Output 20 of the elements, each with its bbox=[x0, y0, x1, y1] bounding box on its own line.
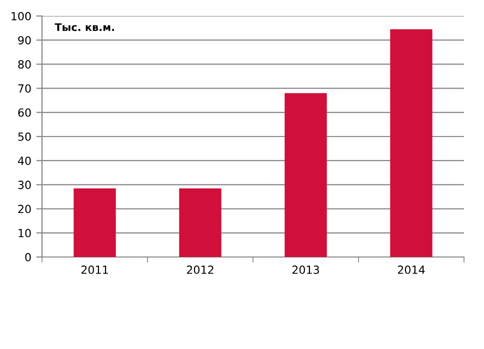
x-tick-label: 2014 bbox=[398, 266, 425, 274]
y-tick-label: 50 bbox=[18, 132, 31, 141]
bar bbox=[390, 29, 432, 257]
y-tick-label: 80 bbox=[18, 60, 31, 69]
y-tick-label: 0 bbox=[25, 252, 31, 262]
bar bbox=[74, 188, 116, 257]
y-axis-title: Тыс. кв.м. bbox=[54, 23, 114, 32]
y-tick-label: 30 bbox=[18, 180, 31, 190]
x-tick-label: 2012 bbox=[186, 266, 214, 274]
y-tick-label: 40 bbox=[18, 156, 31, 165]
bar bbox=[284, 93, 327, 257]
y-tick-label: 100 bbox=[12, 12, 31, 20]
y-tick-label: 10 bbox=[18, 228, 31, 238]
y-tick-label: 60 bbox=[18, 108, 31, 117]
x-tick-label: 2013 bbox=[292, 266, 319, 274]
x-tick-label: 2011 bbox=[81, 266, 108, 274]
y-tick-label: 90 bbox=[18, 36, 31, 44]
y-tick-label: 70 bbox=[18, 84, 31, 93]
y-tick-label: 20 bbox=[18, 204, 31, 214]
bar bbox=[179, 188, 222, 257]
